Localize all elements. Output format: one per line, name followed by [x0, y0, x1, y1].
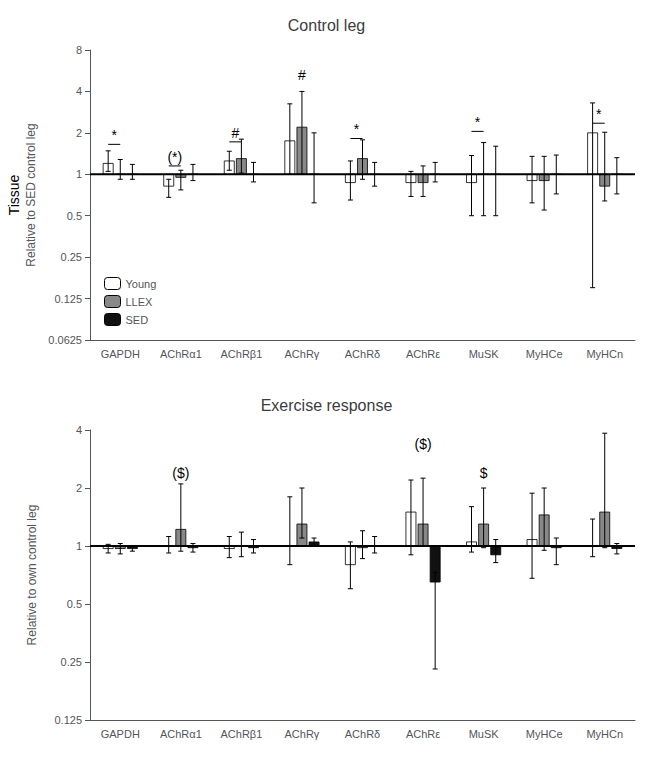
svg-text:AChRα1: AChRα1 [160, 348, 202, 360]
svg-text:MuSK: MuSK [469, 728, 500, 740]
svg-text:Control leg: Control leg [288, 17, 365, 34]
svg-text:0.5: 0.5 [67, 598, 82, 610]
svg-text:(*): (*) [167, 149, 182, 165]
svg-text:1: 1 [76, 168, 82, 180]
svg-text:SED: SED [126, 314, 149, 326]
svg-text:AChRβ1: AChRβ1 [220, 348, 262, 360]
svg-text:0.125: 0.125 [54, 714, 82, 726]
svg-text:AChRε: AChRε [406, 348, 440, 360]
svg-text:8: 8 [76, 44, 82, 56]
svg-text:AChRα1: AChRα1 [160, 728, 202, 740]
svg-text:4: 4 [76, 424, 82, 436]
svg-text:AChRβ1: AChRβ1 [220, 728, 262, 740]
svg-text:*: * [475, 114, 481, 130]
svg-text:*: * [111, 127, 117, 143]
svg-text:AChRγ: AChRγ [285, 348, 320, 360]
svg-text:4: 4 [76, 85, 82, 97]
svg-text:Relative to SED control leg: Relative to SED control leg [24, 123, 38, 266]
svg-text:2: 2 [76, 127, 82, 139]
svg-text:MuSK: MuSK [469, 348, 500, 360]
svg-text:$: $ [480, 465, 488, 481]
svg-text:0.25: 0.25 [61, 251, 82, 263]
svg-text:GAPDH: GAPDH [101, 728, 140, 740]
svg-text:MyHCn: MyHCn [586, 728, 623, 740]
svg-text:0.0625: 0.0625 [48, 334, 82, 346]
svg-text:($): ($) [414, 436, 431, 452]
svg-text:0.25: 0.25 [61, 656, 82, 668]
svg-text:($): ($) [172, 465, 189, 481]
svg-text:LLEX: LLEX [126, 296, 154, 308]
svg-text:0.125: 0.125 [54, 293, 82, 305]
svg-text:*: * [354, 121, 360, 137]
svg-text:#: # [231, 125, 239, 141]
svg-text:MyHCe: MyHCe [526, 728, 563, 740]
svg-text:AChRε: AChRε [406, 728, 440, 740]
svg-text:Tissue: Tissue [6, 174, 22, 215]
svg-text:Relative to own control leg: Relative to own control leg [25, 505, 39, 646]
svg-text:1: 1 [76, 540, 82, 552]
svg-text:Exercise response: Exercise response [261, 397, 393, 414]
svg-text:MyHCe: MyHCe [526, 348, 563, 360]
svg-text:AChRδ: AChRδ [345, 728, 380, 740]
svg-text:AChRγ: AChRγ [285, 728, 320, 740]
svg-text:#: # [298, 67, 306, 83]
svg-text:Young: Young [126, 278, 157, 290]
svg-text:0.5: 0.5 [67, 210, 82, 222]
svg-text:AChRδ: AChRδ [345, 348, 380, 360]
svg-text:GAPDH: GAPDH [101, 348, 140, 360]
svg-text:2: 2 [76, 482, 82, 494]
svg-text:*: * [596, 106, 602, 122]
svg-text:MyHCn: MyHCn [586, 348, 623, 360]
